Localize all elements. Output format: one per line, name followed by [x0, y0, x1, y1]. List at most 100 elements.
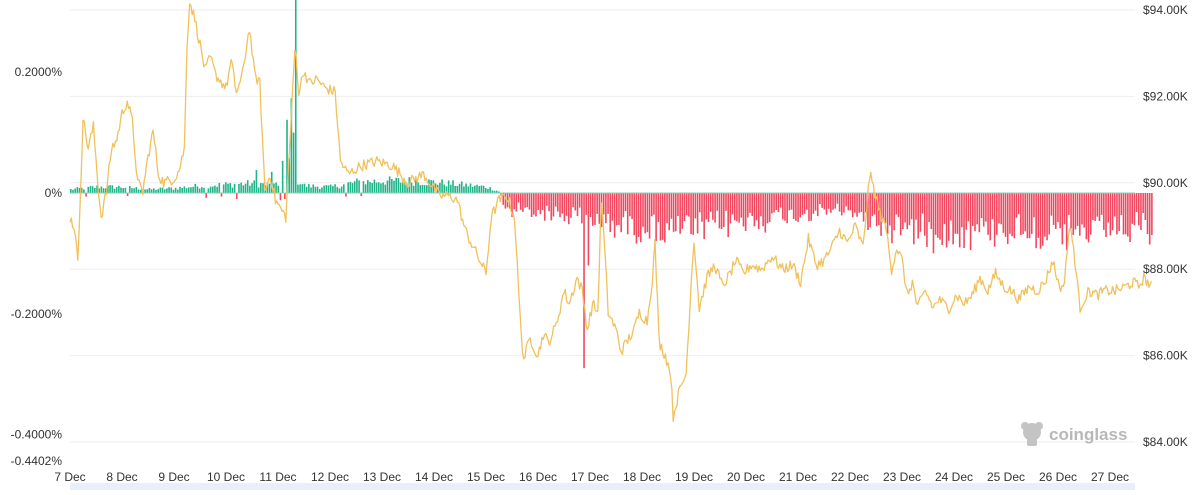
funding-bar	[1120, 193, 1123, 216]
funding-bar	[550, 193, 553, 221]
funding-bar	[677, 193, 679, 216]
funding-bar	[1024, 193, 1027, 232]
funding-bar	[118, 185, 120, 193]
funding-bar	[1144, 193, 1147, 221]
funding-bar	[908, 193, 911, 226]
funding-bar	[958, 193, 961, 248]
funding-bar	[240, 182, 242, 193]
funding-bar	[445, 186, 448, 193]
funding-bar	[576, 193, 579, 217]
funding-bar	[257, 187, 260, 193]
funding-bar	[1142, 193, 1144, 214]
funding-bar	[867, 193, 869, 231]
funding-bar	[375, 182, 378, 193]
funding-bar	[305, 186, 308, 193]
funding-bar	[727, 193, 729, 238]
funding-bar	[519, 193, 522, 210]
coinglass-watermark: coinglass	[1021, 422, 1127, 446]
funding-bar	[452, 180, 454, 193]
funding-bar	[803, 193, 806, 214]
funding-bar	[790, 193, 793, 210]
x-axis-tick-label: 18 Dec	[623, 470, 661, 484]
funding-bar	[683, 193, 686, 222]
funding-bar	[425, 185, 428, 193]
funding-bar	[1050, 193, 1053, 216]
funding-bar	[792, 193, 795, 219]
x-axis-tick-label: 10 Dec	[207, 470, 245, 484]
funding-bar	[1137, 193, 1140, 226]
funding-bar	[795, 193, 797, 221]
funding-bar	[830, 193, 832, 213]
funding-bar	[635, 193, 638, 244]
funding-bar	[277, 185, 280, 193]
funding-bar	[655, 193, 657, 242]
funding-bar	[318, 189, 321, 193]
funding-bar	[220, 193, 223, 197]
funding-bar	[528, 193, 531, 210]
funding-bar	[718, 193, 721, 229]
funding-bar	[288, 157, 290, 193]
funding-bar	[410, 182, 413, 193]
funding-bar	[605, 193, 607, 224]
funding-bar	[216, 186, 218, 193]
funding-bar	[524, 193, 526, 208]
funding-bar	[897, 193, 900, 218]
funding-bar	[80, 187, 83, 193]
funding-bar	[849, 193, 852, 211]
funding-bar	[875, 193, 878, 227]
funding-bar	[201, 187, 203, 193]
funding-bar	[923, 193, 926, 236]
funding-bar	[327, 185, 330, 193]
funding-bar	[382, 182, 384, 193]
funding-bar	[393, 180, 395, 193]
x-axis-tick-label: 19 Dec	[675, 470, 713, 484]
funding-bar	[504, 193, 507, 209]
left-axis-ticks: 0.2000% 0% -0.2000% -0.4000% -0.4402%	[11, 65, 63, 468]
funding-bar	[714, 193, 716, 223]
funding-bar	[332, 186, 334, 193]
x-axis-tick-label: 25 Dec	[987, 470, 1025, 484]
funding-bar	[856, 193, 858, 217]
funding-bar	[356, 178, 358, 193]
funding-bar	[338, 188, 341, 193]
funding-bar	[910, 193, 913, 220]
funding-bar	[159, 187, 162, 193]
funding-bar	[458, 183, 461, 193]
funding-bar	[642, 193, 644, 227]
funding-bar	[644, 193, 646, 234]
time-range-bar[interactable]	[70, 483, 1135, 490]
funding-bar	[740, 193, 743, 218]
funding-bar	[515, 193, 518, 212]
right-axis-tick-label: $94.00K	[1143, 3, 1188, 17]
left-axis-tick-label: -0.2000%	[11, 307, 63, 321]
funding-bar	[290, 98, 293, 193]
funding-bar	[102, 188, 105, 193]
funding-bar	[609, 193, 612, 233]
funding-bar	[819, 193, 821, 205]
funding-bar	[279, 193, 282, 201]
funding-bar	[1124, 193, 1127, 235]
funding-bar	[578, 193, 581, 208]
funding-bar	[921, 193, 924, 214]
funding-bar	[784, 193, 786, 221]
funding-bar	[806, 193, 808, 210]
funding-bar	[207, 188, 210, 193]
funding-bar	[1131, 193, 1134, 224]
funding-bar	[489, 187, 491, 193]
funding-bar	[626, 193, 629, 235]
funding-bar	[895, 193, 898, 215]
funding-bar	[869, 193, 871, 228]
funding-bar	[76, 187, 79, 193]
funding-bar	[113, 188, 116, 193]
funding-bar	[618, 193, 620, 225]
funding-bar	[974, 193, 976, 232]
funding-bar	[971, 193, 974, 227]
funding-bar	[308, 183, 310, 193]
funding-bar	[969, 193, 972, 251]
funding-bar	[137, 189, 140, 193]
funding-bar	[192, 186, 194, 193]
funding-bar	[591, 193, 594, 226]
funding-bar	[797, 193, 799, 222]
funding-bar	[904, 193, 906, 223]
funding-bar	[98, 188, 100, 193]
